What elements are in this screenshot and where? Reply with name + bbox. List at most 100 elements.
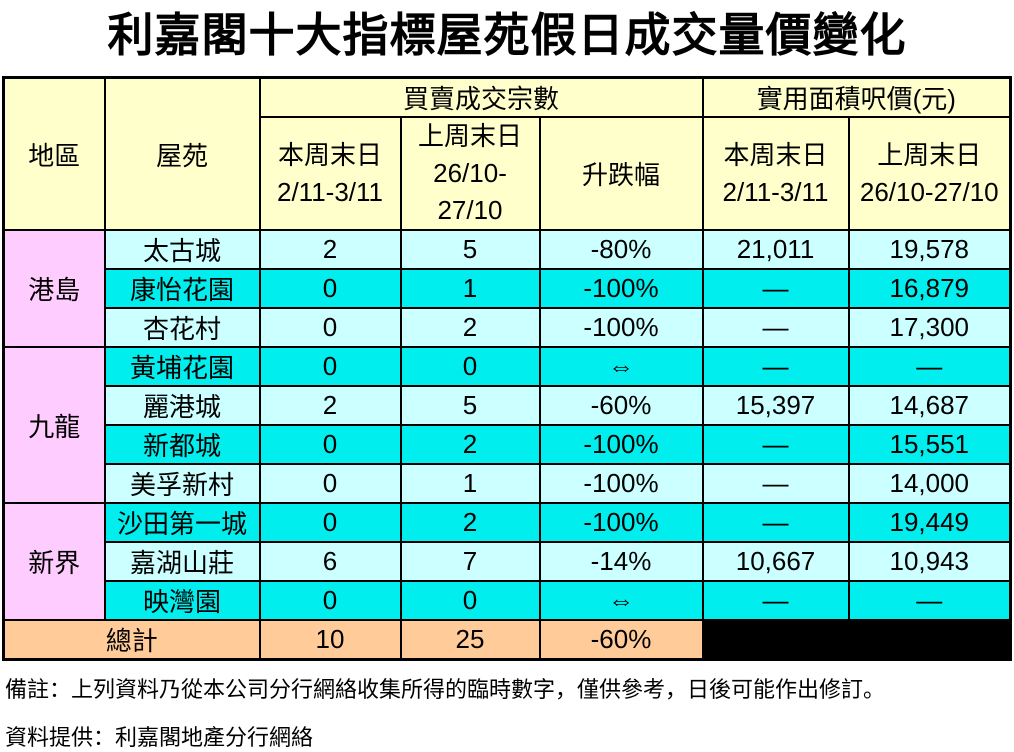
count-last-week-cell: 2 bbox=[399, 502, 541, 543]
price-this-week-cell: — bbox=[701, 463, 850, 504]
header-row-groups: 地區 屋苑 買賣成交宗數 實用面積呎價(元) bbox=[2, 76, 1012, 231]
estate-cell: 美孚新村 bbox=[103, 463, 261, 504]
price-this-week-cell: — bbox=[701, 580, 850, 621]
count-last-week-cell: 1 bbox=[399, 268, 541, 309]
estate-cell: 映灣園 bbox=[103, 580, 261, 621]
change-cell: ⇔ bbox=[538, 580, 704, 621]
count-this-week-cell: 2 bbox=[258, 229, 402, 270]
table-row-whampoa-garden: 九龍 黃埔花園 0 0 ⇔ — — bbox=[2, 346, 1012, 504]
header-tx-last-weekend-label: 上周末日 bbox=[417, 121, 522, 151]
region-cell-hk-island: 港島 bbox=[2, 229, 106, 348]
header-change: 升跌幅 bbox=[538, 116, 704, 231]
count-last-week-cell: 7 bbox=[399, 541, 541, 582]
estate-cell: 黃埔花園 bbox=[103, 346, 261, 387]
change-cell: -60% bbox=[538, 385, 704, 426]
price-last-week-cell: 15,551 bbox=[847, 424, 1012, 465]
header-tx-last-weekend: 上周末日 26/10-27/10 bbox=[399, 116, 541, 231]
price-last-week-cell: 17,300 bbox=[847, 307, 1012, 348]
table-row-kornhill: 康怡花園 0 1 -100% — 16,879 bbox=[4, 268, 1012, 309]
change-cell: ⇔ bbox=[538, 346, 704, 387]
price-last-week-cell: 14,000 bbox=[847, 463, 1012, 504]
price-this-week-cell: — bbox=[701, 424, 850, 465]
price-this-week-cell: — bbox=[701, 502, 850, 543]
change-cell: -100% bbox=[538, 268, 704, 309]
table-row-laguna-city: 麗港城 2 5 -60% 15,397 14,687 bbox=[4, 385, 1012, 426]
count-this-week-cell: 6 bbox=[258, 541, 402, 582]
price-last-week-cell: — bbox=[847, 580, 1012, 621]
price-last-week-cell: 10,943 bbox=[847, 541, 1012, 582]
region-cell-kowloon: 九龍 bbox=[2, 346, 106, 504]
total-last-week-cell: 25 bbox=[399, 619, 541, 661]
estate-cell: 嘉湖山莊 bbox=[103, 541, 261, 582]
count-this-week-cell: 0 bbox=[258, 463, 402, 504]
header-tx-this-weekend: 本周末日 2/11-3/11 bbox=[258, 116, 402, 231]
header-estate: 屋苑 bbox=[103, 76, 261, 231]
table-row-metro-city: 新都城 0 2 -100% — 15,551 bbox=[4, 424, 1012, 465]
total-label-cell: 總計 bbox=[2, 619, 261, 661]
price-last-week-cell: 16,879 bbox=[847, 268, 1012, 309]
change-cell: -14% bbox=[538, 541, 704, 582]
header-tx-this-weekend-dates: 2/11-3/11 bbox=[276, 176, 383, 207]
price-last-week-cell: 14,687 bbox=[847, 385, 1012, 426]
price-this-week-cell: 15,397 bbox=[701, 385, 850, 426]
price-this-week-cell: — bbox=[701, 307, 850, 348]
count-this-week-cell: 0 bbox=[258, 268, 402, 309]
change-cell: -100% bbox=[538, 463, 704, 504]
count-this-week-cell: 0 bbox=[258, 502, 402, 543]
header-price-last-weekend-label: 上周末日 bbox=[877, 139, 982, 170]
header-price-this-weekend: 本周末日 2/11-3/11 bbox=[701, 116, 850, 231]
footnote-remark: 備註：上列資料乃從本公司分行網絡收集所得的臨時數字，僅供參考，日後可能作出修訂。 bbox=[5, 677, 886, 702]
table-row-caribbean-coast: 映灣園 0 0 ⇔ — — bbox=[4, 580, 1012, 621]
header-region: 地區 bbox=[2, 76, 106, 231]
total-this-week-cell: 10 bbox=[258, 619, 402, 661]
blackout-cell bbox=[701, 619, 1012, 661]
estate-cell: 杏花村 bbox=[103, 307, 261, 348]
estate-cell: 麗港城 bbox=[103, 385, 261, 426]
change-cell: -80% bbox=[538, 229, 704, 270]
table-row-heng-fa-chuen: 杏花村 0 2 -100% — 17,300 bbox=[4, 307, 1012, 348]
total-change-cell: -60% bbox=[538, 619, 704, 661]
page: 利嘉閣十大指標屋苑假日成交量價變化 地區 屋苑 買賣成交宗數 實用面積呎價(元)… bbox=[2, 9, 1013, 750]
total-row: 總計 10 25 -60% bbox=[2, 619, 1012, 661]
data-table: 地區 屋苑 買賣成交宗數 實用面積呎價(元) 本周末日 2/11-3/11 上周… bbox=[2, 76, 1013, 661]
table-row-taikoo-shing: 港島 太古城 2 5 -80% 21,011 19,578 bbox=[2, 229, 1012, 348]
table-row-mei-foo: 美孚新村 0 1 -100% — 14,000 bbox=[4, 463, 1012, 504]
price-this-week-cell: — bbox=[701, 268, 850, 309]
header-price-group: 實用面積呎價(元) bbox=[701, 76, 1012, 118]
price-this-week-cell: 21,011 bbox=[701, 229, 850, 270]
count-this-week-cell: 0 bbox=[258, 424, 402, 465]
header-row-sub: 本周末日 2/11-3/11 上周末日 26/10-27/10 升跌幅 本周末日… bbox=[4, 116, 1012, 231]
count-last-week-cell: 2 bbox=[399, 424, 541, 465]
header-price-this-weekend-dates: 2/11-3/11 bbox=[722, 176, 829, 207]
estate-cell: 新都城 bbox=[103, 424, 261, 465]
count-this-week-cell: 0 bbox=[258, 307, 402, 348]
price-last-week-cell: 19,578 bbox=[847, 229, 1012, 270]
table-row-city-one: 新界 沙田第一城 0 2 -100% — 19,449 bbox=[2, 502, 1012, 621]
count-this-week-cell: 0 bbox=[258, 346, 402, 387]
header-price-this-weekend-label: 本周末日 bbox=[723, 139, 828, 170]
change-cell: -100% bbox=[538, 307, 704, 348]
estate-cell: 太古城 bbox=[103, 229, 261, 270]
count-this-week-cell: 0 bbox=[258, 580, 402, 621]
count-last-week-cell: 0 bbox=[399, 580, 541, 621]
price-this-week-cell: — bbox=[701, 346, 850, 387]
price-last-week-cell: — bbox=[847, 346, 1012, 387]
change-cell: -100% bbox=[538, 502, 704, 543]
count-last-week-cell: 5 bbox=[399, 229, 541, 270]
count-last-week-cell: 1 bbox=[399, 463, 541, 504]
region-cell-new-territories: 新界 bbox=[2, 502, 106, 621]
price-this-week-cell: 10,667 bbox=[701, 541, 850, 582]
count-last-week-cell: 0 bbox=[399, 346, 541, 387]
estate-cell: 康怡花園 bbox=[103, 268, 261, 309]
header-price-last-weekend-dates: 26/10-27/10 bbox=[859, 176, 999, 207]
count-last-week-cell: 2 bbox=[399, 307, 541, 348]
page-title: 利嘉閣十大指標屋苑假日成交量價變化 bbox=[107, 9, 907, 61]
estate-cell: 沙田第一城 bbox=[103, 502, 261, 543]
footnote-source: 資料提供：利嘉閣地產分行網絡 bbox=[5, 725, 314, 750]
price-last-week-cell: 19,449 bbox=[847, 502, 1012, 543]
header-price-last-weekend: 上周末日 26/10-27/10 bbox=[847, 116, 1012, 231]
change-cell: -100% bbox=[538, 424, 704, 465]
header-tx-last-weekend-dates: 26/10-27/10 bbox=[433, 158, 507, 225]
header-transactions-group: 買賣成交宗數 bbox=[258, 76, 704, 118]
header-tx-this-weekend-label: 本周末日 bbox=[277, 139, 382, 170]
